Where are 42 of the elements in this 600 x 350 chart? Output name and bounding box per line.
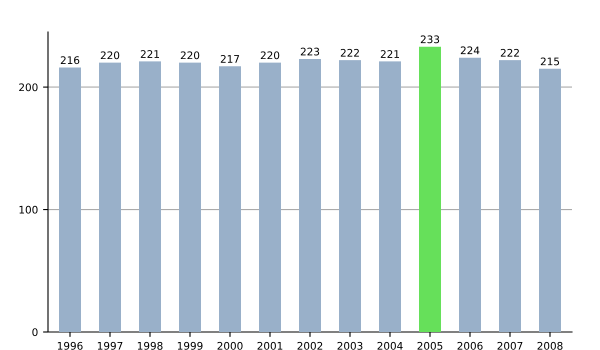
data-label: 221 (140, 50, 159, 58)
x-tick-label: 2008 (538, 342, 563, 350)
y-tick-label: 100 (20, 206, 38, 214)
x-tick-label: 2004 (378, 342, 403, 350)
bar (459, 58, 481, 332)
x-tick-label: 2003 (338, 342, 362, 350)
bar (59, 68, 81, 332)
data-label: 222 (500, 48, 519, 57)
bar (499, 60, 521, 332)
bar (259, 62, 281, 332)
x-tick-label: 2005 (418, 342, 442, 350)
data-label: 222 (340, 48, 359, 57)
y-tick-label: 200 (19, 83, 38, 92)
bar (299, 58, 321, 332)
data-label: 224 (460, 46, 480, 54)
bar (179, 62, 201, 332)
data-label: 220 (260, 51, 280, 60)
data-label: 220 (100, 51, 120, 60)
x-tick-label: 2001 (258, 342, 282, 350)
x-tick-label: 1998 (138, 342, 163, 350)
data-label: 233 (420, 35, 440, 44)
x-tick-label: 2006 (458, 342, 483, 350)
bar (539, 68, 561, 332)
data-label: 220 (180, 51, 200, 60)
x-tick-label: 2002 (298, 342, 322, 350)
x-tick-label: 2007 (498, 342, 522, 350)
bar (99, 62, 121, 332)
bar (339, 60, 361, 332)
data-label: 223 (300, 48, 320, 56)
x-tick-label: 1999 (178, 342, 203, 350)
bar (379, 61, 401, 332)
data-label: 216 (60, 56, 80, 64)
data-label: 217 (220, 55, 240, 63)
x-tick-label: 1996 (58, 342, 83, 350)
x-tick-label: 1997 (98, 342, 122, 350)
bar (219, 66, 241, 332)
data-label: 221 (380, 50, 399, 58)
data-label: 215 (540, 57, 560, 66)
bar (419, 46, 441, 332)
x-tick-label: 2000 (218, 342, 243, 350)
bar (139, 61, 161, 332)
y-tick-label: 0 (32, 328, 38, 336)
